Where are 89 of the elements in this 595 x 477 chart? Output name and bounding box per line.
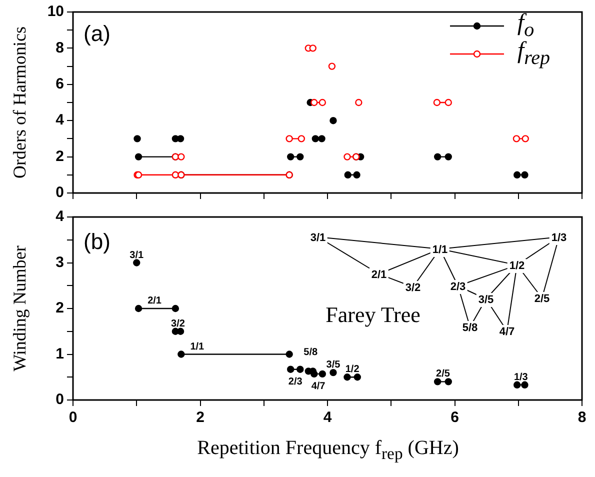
point bbox=[344, 153, 351, 160]
point bbox=[444, 98, 452, 106]
y-tick-label: 10 bbox=[47, 3, 64, 20]
point bbox=[286, 350, 293, 358]
point bbox=[296, 153, 304, 160]
point bbox=[318, 135, 326, 142]
annotation: 1/1 bbox=[430, 243, 450, 257]
data-label: 5/8 bbox=[304, 347, 318, 358]
x-tick-label: 0 bbox=[68, 409, 78, 426]
data-label: 1/3 bbox=[514, 372, 528, 383]
data-label: 3/5 bbox=[326, 360, 341, 371]
point bbox=[178, 350, 185, 358]
point bbox=[298, 135, 306, 142]
x-axis-title: Repetition Frequency f$_{rep}$ (GHz) bbox=[197, 437, 459, 464]
annotation: 2/5 bbox=[532, 292, 552, 306]
y-tick-label: 2 bbox=[56, 148, 64, 165]
annotation: 1/3 bbox=[549, 231, 569, 245]
x-tick-label: 4 bbox=[323, 409, 332, 426]
y-tick-label: 4 bbox=[56, 112, 65, 129]
y-axis-title: Orders of Harmonics bbox=[10, 26, 30, 178]
point bbox=[521, 381, 528, 389]
point bbox=[309, 44, 316, 52]
annotation: 1/2 bbox=[507, 259, 527, 273]
point bbox=[521, 171, 528, 178]
point bbox=[522, 135, 529, 142]
point bbox=[134, 135, 141, 142]
point bbox=[133, 259, 140, 266]
x-tick-label: 6 bbox=[450, 409, 459, 426]
point bbox=[176, 135, 184, 142]
point bbox=[434, 153, 442, 160]
annotation: 4/7 bbox=[497, 325, 517, 339]
point bbox=[172, 304, 180, 312]
data-label: 2/3 bbox=[288, 376, 303, 388]
point bbox=[433, 98, 441, 106]
annotation: 5/8 bbox=[460, 321, 480, 335]
y-tick-label: 0 bbox=[56, 391, 64, 408]
y-tick-label: 1 bbox=[56, 345, 64, 362]
point bbox=[318, 98, 326, 106]
point bbox=[514, 381, 521, 389]
annotation: 3/2 bbox=[403, 281, 423, 295]
point bbox=[330, 117, 337, 124]
y-tick-label: 0 bbox=[56, 184, 64, 202]
point bbox=[514, 171, 521, 178]
point bbox=[330, 368, 337, 376]
point bbox=[353, 171, 360, 178]
point bbox=[444, 378, 452, 386]
y-axis-title: Winding Number bbox=[10, 246, 30, 372]
annotation: Farey Tree bbox=[326, 302, 420, 328]
data-label: 2/5 bbox=[436, 368, 450, 380]
point bbox=[134, 304, 142, 312]
y-tick-label: 2 bbox=[56, 300, 64, 317]
point bbox=[296, 366, 304, 373]
annotation: 2/3 bbox=[448, 280, 468, 294]
y-tick-label: 3 bbox=[56, 254, 64, 271]
point bbox=[328, 62, 336, 70]
data-label: 2/1 bbox=[148, 296, 162, 306]
point bbox=[344, 171, 352, 178]
point bbox=[310, 98, 318, 106]
x-tick-label: 8 bbox=[578, 409, 586, 426]
annotation: 2/1 bbox=[369, 268, 389, 282]
point bbox=[444, 153, 452, 160]
y-tick-label: 8 bbox=[56, 39, 64, 56]
annotation: 3/1 bbox=[308, 231, 328, 245]
point bbox=[512, 135, 520, 142]
point bbox=[312, 135, 320, 142]
data-label: 3/1 bbox=[130, 250, 144, 261]
point bbox=[310, 370, 318, 378]
point bbox=[287, 366, 294, 373]
y-tick-label: 4 bbox=[56, 208, 65, 226]
point bbox=[134, 153, 142, 160]
point bbox=[287, 153, 294, 160]
y-tick-label: 6 bbox=[56, 76, 64, 93]
point bbox=[286, 135, 293, 142]
point bbox=[178, 153, 185, 160]
data-label: 4/7 bbox=[311, 380, 326, 392]
point bbox=[318, 370, 326, 378]
data-label: 1/2 bbox=[345, 364, 360, 376]
point bbox=[344, 374, 351, 381]
point bbox=[354, 374, 362, 381]
data-label: 1/1 bbox=[190, 341, 205, 352]
data-label: 3/2 bbox=[171, 318, 186, 330]
legend-label: f$_{rep}$ bbox=[517, 38, 550, 70]
point bbox=[355, 98, 362, 106]
x-tick-label: 2 bbox=[196, 409, 204, 426]
point bbox=[434, 378, 442, 386]
annotation: (b) bbox=[84, 229, 110, 255]
annotation: 3/5 bbox=[476, 293, 496, 307]
annotation: (a) bbox=[84, 21, 110, 47]
legend-label: f$_{o}$ bbox=[517, 10, 534, 41]
